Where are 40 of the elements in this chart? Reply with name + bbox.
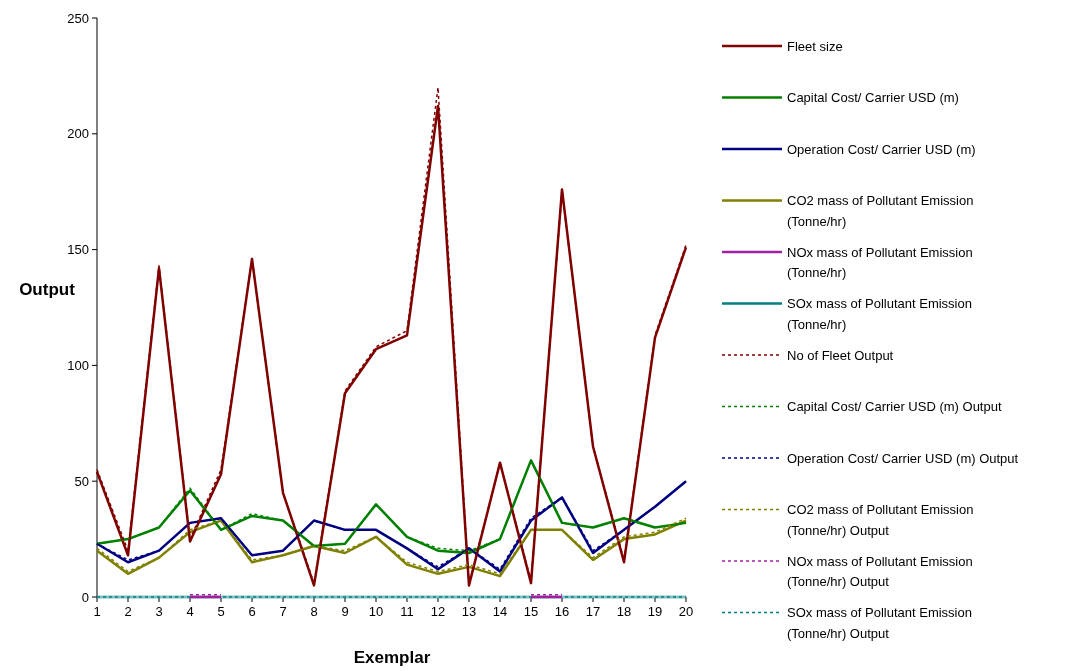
- legend-label: Capital Cost/ Carrier USD (m): [787, 90, 959, 106]
- x-tick-label: 12: [430, 604, 446, 619]
- x-tick-label: 11: [400, 604, 414, 619]
- x-tick-label: 19: [647, 604, 663, 619]
- legend-label: SOx mass of Pollutant Emission (Tonne/hr): [787, 296, 972, 332]
- legend-label: Operation Cost/ Carrier USD (m): [787, 141, 976, 157]
- legend-label: Operation Cost/ Carrier USD (m) Output: [787, 450, 1019, 466]
- y-axis-title: Output: [19, 279, 76, 299]
- y-tick-label: 100: [67, 357, 89, 373]
- y-tick-label: 250: [67, 10, 89, 26]
- x-axis-title: Exemplar: [353, 647, 431, 667]
- legend-label: SOx mass of Pollutant Emission (Tonne/hr) Output: [787, 605, 972, 641]
- y-tick-label: 0: [81, 589, 89, 605]
- legend-label: NOx mass of Pollutant Emission (Tonne/hr): [787, 244, 973, 281]
- y-tick-label: 150: [67, 242, 89, 258]
- x-tick-label: 5: [217, 604, 225, 619]
- x-tick-label: 14: [492, 604, 508, 619]
- x-tick-label: 2: [124, 604, 132, 619]
- legend-label: CO2 mass of Pollutant Emission (Tonne/hr) Output: [787, 502, 974, 538]
- legend-label: CO2 mass of Pollutant Emission (Tonne/hr): [787, 193, 974, 229]
- legend-label: Fleet size: [787, 38, 843, 54]
- x-tick-label: 17: [585, 604, 601, 619]
- x-tick-label: 20: [678, 604, 694, 619]
- x-tick-label: 15: [523, 604, 539, 619]
- x-tick-label: 10: [368, 604, 384, 619]
- x-tick-label: 13: [461, 604, 477, 619]
- x-tick-label: 1: [93, 604, 101, 619]
- x-tick-label: 3: [155, 604, 163, 619]
- legend-label: No of Fleet Output: [787, 347, 894, 363]
- legend-label: NOx mass of Pollutant Emission (Tonne/hr) Output: [787, 553, 973, 590]
- y-tick-label: 50: [74, 473, 89, 489]
- y-tick-label: 200: [67, 126, 89, 142]
- x-tick-label: 7: [279, 604, 287, 619]
- legend-label: Capital Cost/ Carrier USD (m) Output: [787, 399, 1002, 415]
- x-tick-label: 8: [310, 604, 318, 619]
- x-tick-label: 6: [248, 604, 256, 619]
- x-tick-label: 18: [616, 604, 632, 619]
- x-tick-label: 16: [554, 604, 570, 619]
- x-tick-label: 4: [186, 604, 194, 619]
- x-tick-label: 9: [341, 604, 349, 619]
